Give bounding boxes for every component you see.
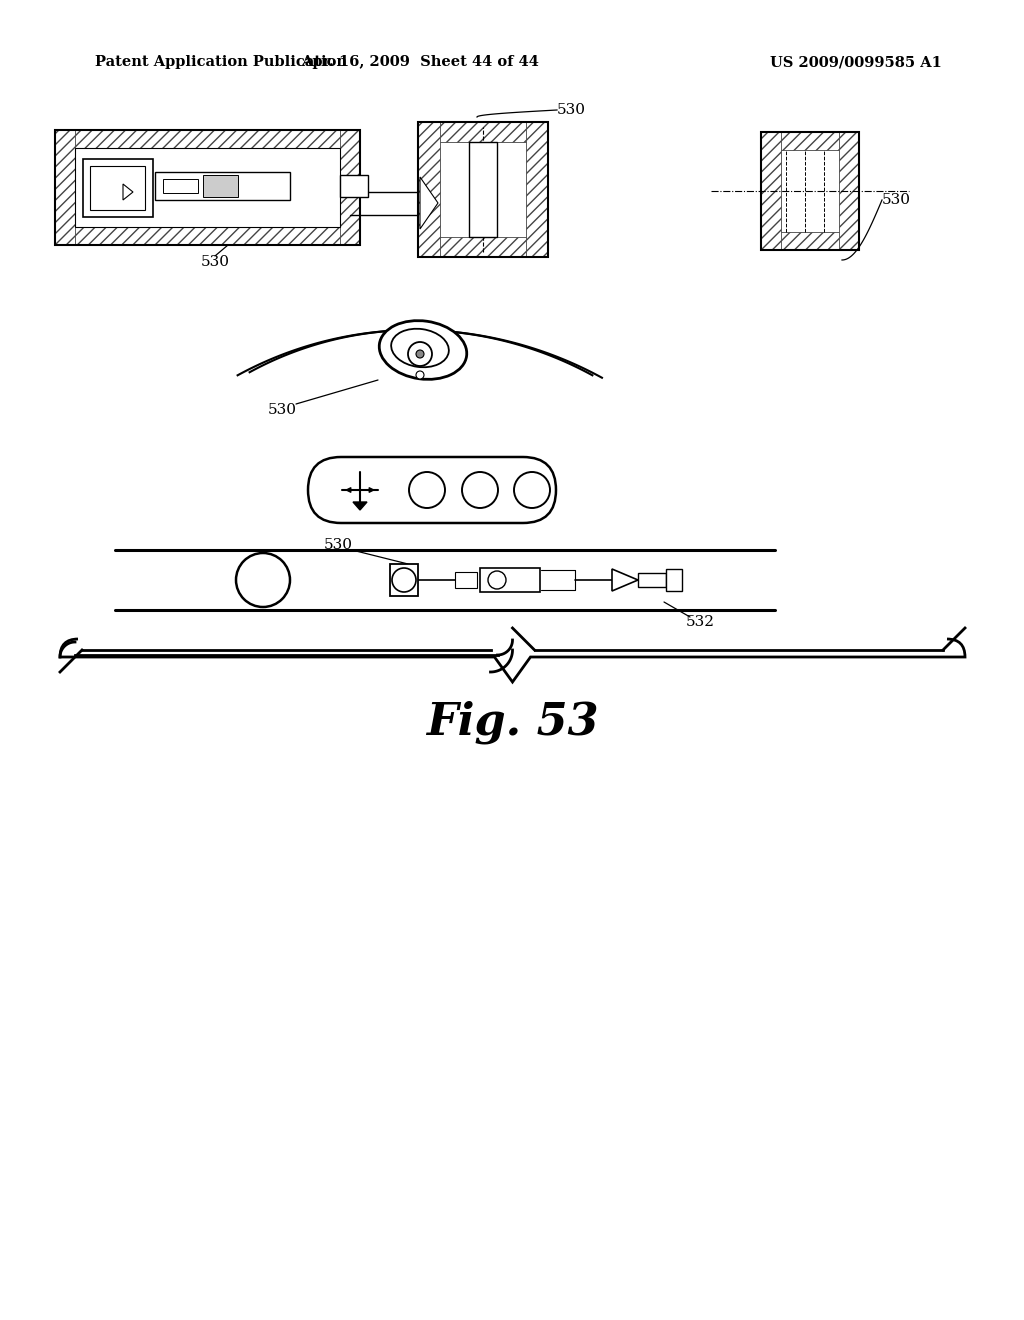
Bar <box>390 564 418 597</box>
Text: 530: 530 <box>324 539 352 552</box>
Bar <box>418 121 440 257</box>
Bar <box>839 132 859 249</box>
Circle shape <box>236 553 290 607</box>
Text: Patent Application Publication: Patent Application Publication <box>95 55 347 69</box>
Polygon shape <box>123 183 133 201</box>
Bar <box>418 121 548 143</box>
Bar <box>418 121 548 257</box>
Ellipse shape <box>379 321 467 379</box>
Bar <box>340 176 368 197</box>
Bar <box>83 158 153 216</box>
Ellipse shape <box>391 329 449 367</box>
Bar <box>761 132 859 150</box>
Text: 532: 532 <box>685 615 715 630</box>
Bar <box>666 569 682 591</box>
Bar <box>526 121 548 257</box>
Circle shape <box>488 572 506 589</box>
Text: 530: 530 <box>267 403 297 417</box>
Text: Apr. 16, 2009  Sheet 44 of 44: Apr. 16, 2009 Sheet 44 of 44 <box>301 55 539 69</box>
Text: 530: 530 <box>557 103 586 117</box>
Circle shape <box>416 350 424 358</box>
Bar <box>638 573 666 587</box>
Circle shape <box>514 473 550 508</box>
Text: Fig. 53: Fig. 53 <box>426 700 598 743</box>
Bar <box>203 176 238 197</box>
Bar <box>55 129 75 246</box>
Bar <box>761 132 781 249</box>
Bar <box>75 148 340 227</box>
Bar <box>55 227 360 246</box>
Polygon shape <box>612 569 638 591</box>
Bar <box>55 129 360 246</box>
Circle shape <box>409 473 445 508</box>
Circle shape <box>462 473 498 508</box>
Bar <box>90 166 145 210</box>
FancyBboxPatch shape <box>308 457 556 523</box>
Circle shape <box>416 371 424 379</box>
Bar <box>469 143 497 238</box>
Bar <box>761 232 859 249</box>
Text: 530: 530 <box>201 255 229 269</box>
Bar <box>761 132 859 249</box>
Text: US 2009/0099585 A1: US 2009/0099585 A1 <box>770 55 942 69</box>
Bar <box>163 180 198 193</box>
Text: 530: 530 <box>882 193 911 207</box>
Polygon shape <box>353 502 367 510</box>
Bar <box>455 572 477 587</box>
Circle shape <box>392 568 416 591</box>
Bar <box>155 172 290 201</box>
Bar <box>340 129 360 246</box>
Circle shape <box>408 342 432 366</box>
Bar <box>480 568 540 591</box>
Polygon shape <box>420 177 438 228</box>
Bar <box>55 129 360 148</box>
Bar <box>418 238 548 257</box>
